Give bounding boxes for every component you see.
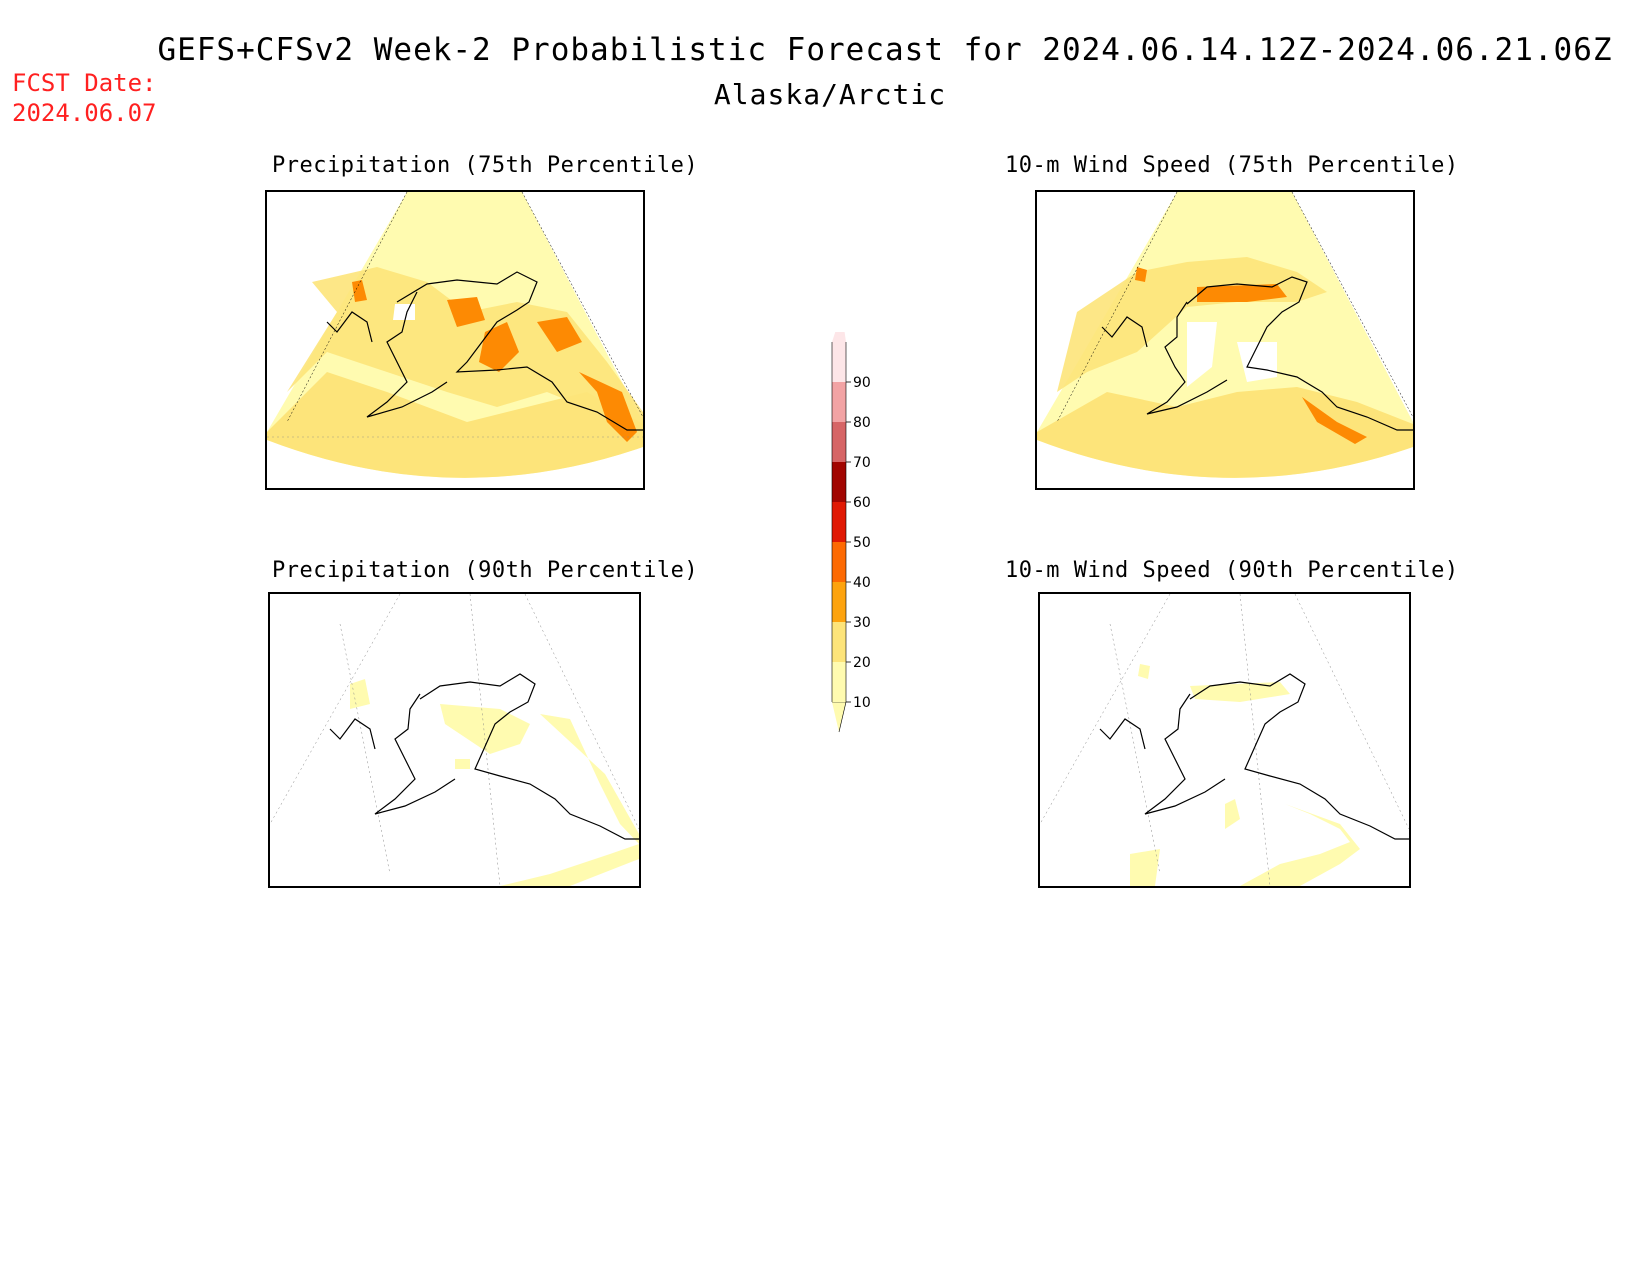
legend-swatch [832, 542, 846, 582]
map-panel-precip-90 [268, 592, 641, 888]
legend-swatch [832, 582, 846, 622]
legend-tick-label: 80 [853, 415, 871, 431]
map-precip-90 [270, 594, 639, 886]
legend-swatch [832, 462, 846, 502]
legend-tick-label: 20 [853, 655, 871, 671]
legend-tick-label: 50 [853, 535, 871, 551]
panel-title-precip-75: Precipitation (75th Percentile) [272, 153, 699, 178]
region-subtitle: Alaska/Arctic [713, 78, 947, 111]
panel-title-wind-90: 10-m Wind Speed (90th Percentile) [1005, 558, 1459, 583]
panel-title-wind-75: 10-m Wind Speed (75th Percentile) [1005, 153, 1459, 178]
legend-tick-label: 30 [853, 615, 871, 631]
legend-tick-label: 70 [853, 455, 871, 471]
legend-tip-bottom [832, 701, 847, 733]
forecast-date-label: FCST Date: [12, 69, 157, 97]
legend-tick-label: 40 [853, 575, 871, 591]
legend-tick-label: 60 [853, 495, 871, 511]
legend-tick-label: 10 [853, 695, 871, 711]
color-legend: 10 20 30 40 50 60 70 80 90 [820, 312, 900, 742]
chart-title: GEFS+CFSv2 Week-2 Probabilistic Forecast… [157, 32, 1613, 68]
map-wind-75 [1037, 192, 1413, 478]
legend-swatch [832, 382, 846, 422]
map-panel-wind-75 [1035, 190, 1415, 490]
forecast-date-value: 2024.06.07 [12, 99, 157, 127]
legend-swatch [832, 342, 846, 382]
map-panel-wind-90 [1038, 592, 1411, 888]
legend-colorbar: 10 20 30 40 50 60 70 80 90 [831, 312, 871, 733]
panel-title-precip-90: Precipitation (90th Percentile) [272, 558, 699, 583]
legend-swatch [832, 502, 846, 542]
legend-outline [831, 342, 847, 702]
forecast-date: FCST Date: 2024.06.07 [12, 68, 157, 128]
legend-swatch [832, 622, 846, 662]
legend-swatch [832, 422, 846, 462]
legend-swatch [832, 662, 846, 702]
map-wind-90 [1040, 594, 1409, 886]
map-panel-precip-75 [265, 190, 645, 490]
legend-tick-label: 90 [853, 375, 871, 391]
legend-tip-top [832, 312, 846, 342]
map-precip-75 [267, 192, 643, 478]
